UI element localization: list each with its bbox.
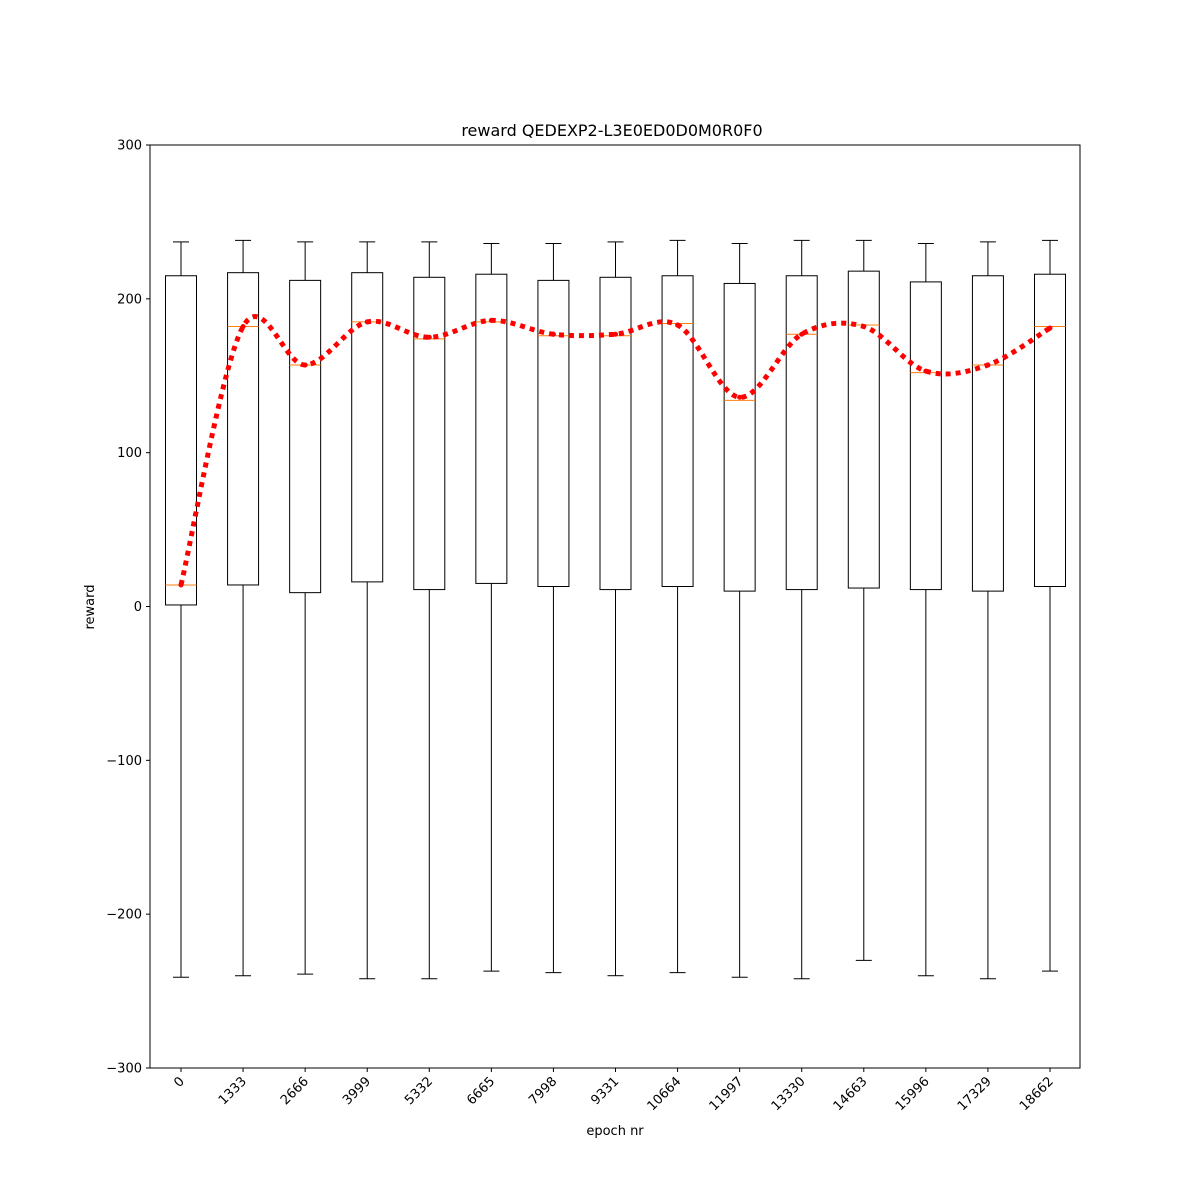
box-iqr — [289, 279, 322, 594]
y-tick-label: −100 — [106, 754, 142, 769]
mean-line-layer — [178, 314, 1053, 588]
x-tick-label: 5332 — [402, 1074, 436, 1108]
x-tick-label: 7998 — [526, 1074, 560, 1108]
box-iqr — [785, 275, 818, 591]
x-tick-label: 11997 — [707, 1074, 747, 1114]
mean-point-5332 — [426, 334, 432, 340]
box-3999 — [351, 241, 384, 980]
box-iqr — [599, 276, 632, 591]
mean-point-1333 — [240, 324, 246, 330]
x-tick-label: 9331 — [588, 1074, 622, 1108]
mean-point-15996 — [923, 368, 929, 374]
box-iqr — [1034, 273, 1066, 588]
box-iqr — [475, 273, 508, 584]
box-iqr — [165, 275, 197, 606]
box-layer — [165, 239, 1066, 980]
y-tick-label: 0 — [134, 600, 142, 615]
mean-point-2666 — [302, 362, 308, 368]
mean-point-13330 — [799, 331, 805, 337]
y-axis-label: reward — [83, 584, 98, 629]
x-tick-label: 1333 — [216, 1074, 250, 1108]
box-iqr — [413, 276, 446, 591]
mean-point-6665 — [488, 317, 494, 323]
chart-title: reward QEDEXP2-L3E0ED0D0M0R0F0 — [461, 121, 762, 140]
box-17329 — [971, 241, 1004, 980]
x-tick-label: 6665 — [464, 1074, 498, 1108]
box-iqr — [661, 275, 694, 588]
y-tick-label: 300 — [117, 139, 142, 154]
box-15996 — [909, 242, 942, 977]
box-10664 — [661, 239, 694, 974]
y-tick-label: 100 — [117, 446, 142, 461]
x-tick-label: 15996 — [893, 1074, 933, 1114]
box-iqr — [847, 270, 880, 589]
box-iqr — [537, 279, 570, 588]
box-iqr — [723, 282, 756, 592]
mean-point-11997 — [737, 394, 743, 400]
mean-point-7998 — [550, 331, 556, 337]
y-axis: −300 −200 −100 0 100 200 300 — [106, 139, 150, 1077]
x-axis: 0 1333 2666 3999 5332 6665 7998 9331 10664 11997 1… — [171, 1068, 1057, 1114]
x-tick-label: 2666 — [278, 1074, 312, 1108]
mean-series-line — [178, 314, 1052, 586]
box-9331 — [599, 241, 632, 977]
box-13330 — [785, 239, 818, 980]
box-iqr — [351, 272, 384, 583]
mean-point-9331 — [613, 331, 618, 337]
x-tick-label: 18662 — [1017, 1074, 1057, 1114]
x-tick-label: 13330 — [769, 1074, 809, 1114]
box-iqr — [971, 275, 1004, 592]
x-tick-label: 0 — [171, 1074, 187, 1090]
box-5332 — [413, 241, 446, 980]
x-tick-label: 10664 — [645, 1074, 685, 1114]
mean-point-14663 — [861, 324, 867, 330]
mean-point-3999 — [364, 319, 370, 325]
box-6665 — [475, 242, 508, 972]
y-tick-label: −200 — [106, 908, 142, 923]
box-14663 — [847, 239, 880, 961]
mean-point-10664 — [675, 322, 681, 328]
y-tick-label: −300 — [106, 1062, 142, 1077]
x-tick-label: 17329 — [955, 1074, 995, 1114]
x-tick-label: 3999 — [340, 1074, 374, 1108]
mean-point-18662 — [1047, 325, 1053, 331]
box-11997 — [723, 242, 756, 978]
y-tick-label: 200 — [117, 292, 142, 307]
box-1333 — [227, 239, 260, 977]
x-axis-label: epoch nr — [586, 1124, 644, 1139]
box-18662 — [1034, 239, 1066, 972]
x-tick-label: 14663 — [831, 1074, 871, 1114]
box-iqr — [909, 281, 942, 591]
box-2666 — [289, 241, 322, 975]
mean-point-17329 — [985, 362, 991, 368]
box-0 — [165, 241, 197, 978]
box-7998 — [537, 242, 570, 974]
box-iqr — [227, 272, 260, 586]
mean-point-0 — [178, 582, 184, 588]
